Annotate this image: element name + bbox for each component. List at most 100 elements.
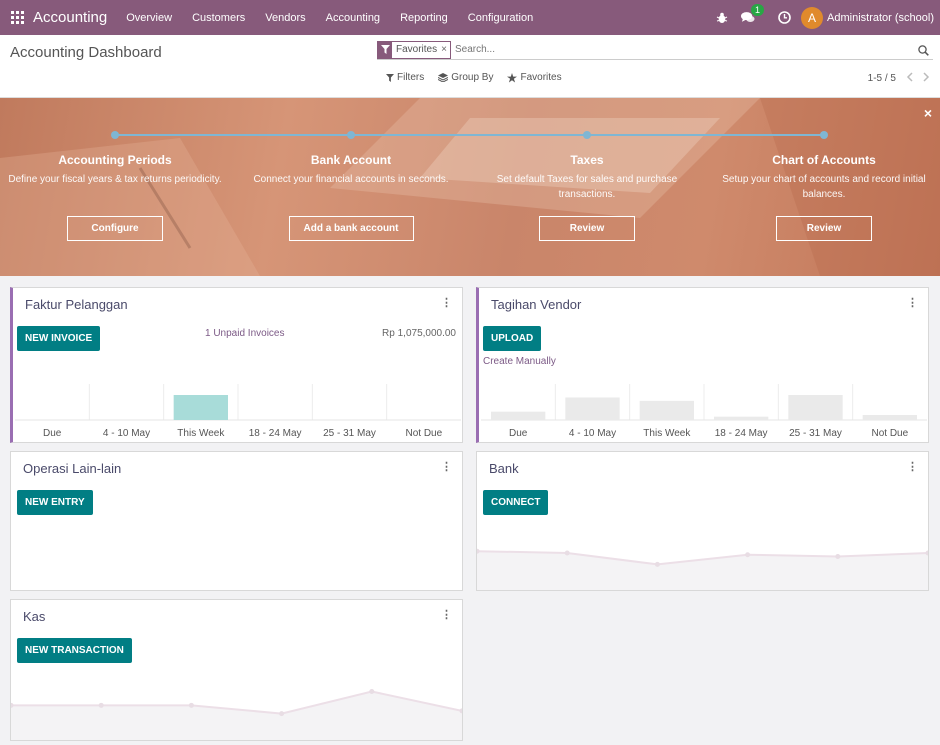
onboarding-banner: × Accounting Periods Define your fiscal … bbox=[0, 98, 940, 276]
navbar: Accounting Overview Customers Vendors Ac… bbox=[0, 0, 940, 35]
star-icon bbox=[507, 72, 518, 82]
pager-next-icon[interactable] bbox=[923, 72, 930, 85]
facet-remove-icon[interactable]: × bbox=[441, 44, 447, 55]
bar[interactable] bbox=[714, 416, 769, 420]
unpaid-invoices-link[interactable]: 1 Unpaid Invoices bbox=[205, 328, 285, 339]
step-taxes: Taxes Set default Taxes for sales and pu… bbox=[469, 153, 705, 241]
bar-label: Not Due bbox=[405, 428, 442, 439]
line-point[interactable] bbox=[477, 548, 480, 554]
search-input[interactable] bbox=[454, 44, 895, 55]
facet-label: Favorites bbox=[396, 44, 438, 55]
new-invoice-button[interactable]: NEW INVOICE bbox=[17, 326, 101, 351]
line-point[interactable] bbox=[925, 550, 929, 556]
filters-toggle[interactable]: Filters bbox=[386, 72, 424, 83]
banner-background-image bbox=[0, 98, 940, 276]
kebab-menu-icon[interactable]: ⋮ bbox=[907, 461, 918, 473]
journal-title[interactable]: Kas bbox=[23, 609, 46, 624]
review-taxes-button[interactable]: Review bbox=[539, 216, 635, 241]
bar[interactable] bbox=[862, 415, 917, 420]
messages-icon[interactable]: 1 bbox=[741, 3, 765, 25]
filters-label: Filters bbox=[397, 72, 425, 83]
menu-vendors[interactable]: Vendors bbox=[265, 11, 306, 24]
journal-title[interactable]: Operasi Lain-lain bbox=[23, 461, 122, 476]
line-point[interactable] bbox=[745, 552, 751, 558]
line-point[interactable] bbox=[98, 702, 104, 708]
kebab-menu-icon[interactable]: ⋮ bbox=[441, 461, 452, 473]
favorites-facet[interactable]: Favorites × bbox=[377, 40, 451, 59]
bar[interactable] bbox=[491, 411, 546, 420]
new-entry-button[interactable]: NEW ENTRY bbox=[17, 490, 93, 515]
line-point[interactable] bbox=[369, 689, 375, 695]
line-point[interactable] bbox=[11, 702, 14, 708]
search-options: Filters Group By Favorites bbox=[386, 72, 576, 83]
group-by-toggle[interactable]: Group By bbox=[438, 72, 493, 83]
control-panel: Accounting Dashboard Favorites × Filters… bbox=[0, 35, 940, 98]
add-bank-account-button[interactable]: Add a bank account bbox=[288, 216, 414, 241]
balance-line-chart[interactable] bbox=[477, 530, 928, 590]
journal-title[interactable]: Bank bbox=[489, 461, 519, 476]
menu-configuration[interactable]: Configuration bbox=[467, 11, 534, 24]
upload-button[interactable]: UPLOAD bbox=[483, 326, 542, 351]
review-chart-button[interactable]: Review bbox=[776, 216, 872, 241]
connect-button[interactable]: CONNECT bbox=[483, 490, 549, 515]
journal-title[interactable]: Tagihan Vendor bbox=[491, 297, 582, 312]
line-point[interactable] bbox=[564, 550, 570, 556]
page-title: Accounting Dashboard bbox=[10, 44, 162, 61]
bar-label: 4 - 10 May bbox=[103, 428, 150, 439]
line-area bbox=[11, 691, 462, 740]
apps-menu-icon[interactable] bbox=[11, 11, 24, 24]
menu-customers[interactable]: Customers bbox=[192, 11, 246, 24]
systray: 1 A Administrator (school) bbox=[715, 0, 940, 35]
line-point[interactable] bbox=[835, 553, 841, 559]
kebab-menu-icon[interactable]: ⋮ bbox=[441, 609, 452, 621]
step-description: Setup your chart of accounts and record … bbox=[722, 174, 926, 200]
group-by-label: Group By bbox=[451, 72, 494, 83]
menu-overview[interactable]: Overview bbox=[126, 11, 173, 24]
bar[interactable] bbox=[565, 397, 620, 421]
create-manually-link[interactable]: Create Manually bbox=[483, 356, 556, 367]
pager-previous-icon[interactable] bbox=[906, 72, 913, 85]
bar-label: 18 - 24 May bbox=[249, 428, 302, 439]
journal-card-misc: Operasi Lain-lain ⋮ NEW ENTRY bbox=[10, 451, 463, 591]
kebab-menu-icon[interactable]: ⋮ bbox=[907, 297, 918, 309]
line-series bbox=[11, 690, 462, 715]
balance-line-chart[interactable] bbox=[11, 678, 462, 740]
bar[interactable] bbox=[788, 395, 843, 420]
app-name[interactable]: Accounting bbox=[33, 9, 108, 26]
bar[interactable] bbox=[173, 395, 228, 420]
new-transaction-button[interactable]: NEW TRANSACTION bbox=[17, 638, 132, 663]
avatar[interactable]: A bbox=[801, 6, 824, 29]
step-description: Define your fiscal years & tax returns p… bbox=[8, 174, 222, 185]
line-point[interactable] bbox=[654, 561, 660, 567]
line-point[interactable] bbox=[188, 702, 194, 708]
menu-accounting[interactable]: Accounting bbox=[325, 11, 381, 24]
bar-label: This Week bbox=[177, 428, 225, 439]
user-name[interactable]: Administrator (school) bbox=[827, 11, 934, 24]
journal-card-cash: Kas ⋮ NEW TRANSACTION bbox=[10, 599, 463, 741]
line-point[interactable] bbox=[459, 708, 463, 714]
bar[interactable] bbox=[639, 400, 694, 420]
bar-label: Due bbox=[509, 428, 528, 439]
activity-clock-icon[interactable] bbox=[777, 11, 791, 25]
bar-label: 25 - 31 May bbox=[323, 428, 376, 439]
aging-bar-chart[interactable]: Due 4 - 10 May This Week 18 - 24 May 25 - 31… bbox=[481, 374, 927, 444]
step-title: Bank Account bbox=[310, 153, 392, 167]
journal-title[interactable]: Faktur Pelanggan bbox=[25, 297, 128, 312]
favorites-label: Favorites bbox=[520, 72, 562, 83]
close-banner-icon[interactable]: × bbox=[923, 105, 932, 121]
favorites-toggle[interactable]: Favorites bbox=[507, 72, 562, 83]
journal-card-bank: Bank ⋮ CONNECT bbox=[476, 451, 929, 591]
menu-reporting[interactable]: Reporting bbox=[400, 11, 448, 24]
search-icon[interactable] bbox=[918, 43, 929, 61]
journal-card-purchase: Tagihan Vendor ⋮ UPLOAD Create Manually … bbox=[476, 287, 929, 443]
aging-bar-chart[interactable]: Due 4 - 10 May This Week 18 - 24 May 25 - 31… bbox=[15, 374, 461, 444]
pager-value[interactable]: 1-5 / 5 bbox=[867, 73, 896, 84]
line-point[interactable] bbox=[279, 711, 285, 717]
bar-label: Not Due bbox=[871, 428, 908, 439]
bar-label: 4 - 10 May bbox=[569, 428, 616, 439]
configure-button[interactable]: Configure bbox=[67, 216, 163, 241]
bug-icon[interactable] bbox=[715, 11, 729, 25]
kebab-menu-icon[interactable]: ⋮ bbox=[441, 297, 452, 309]
line-area bbox=[477, 551, 928, 590]
step-title: Chart of Accounts bbox=[772, 153, 876, 167]
